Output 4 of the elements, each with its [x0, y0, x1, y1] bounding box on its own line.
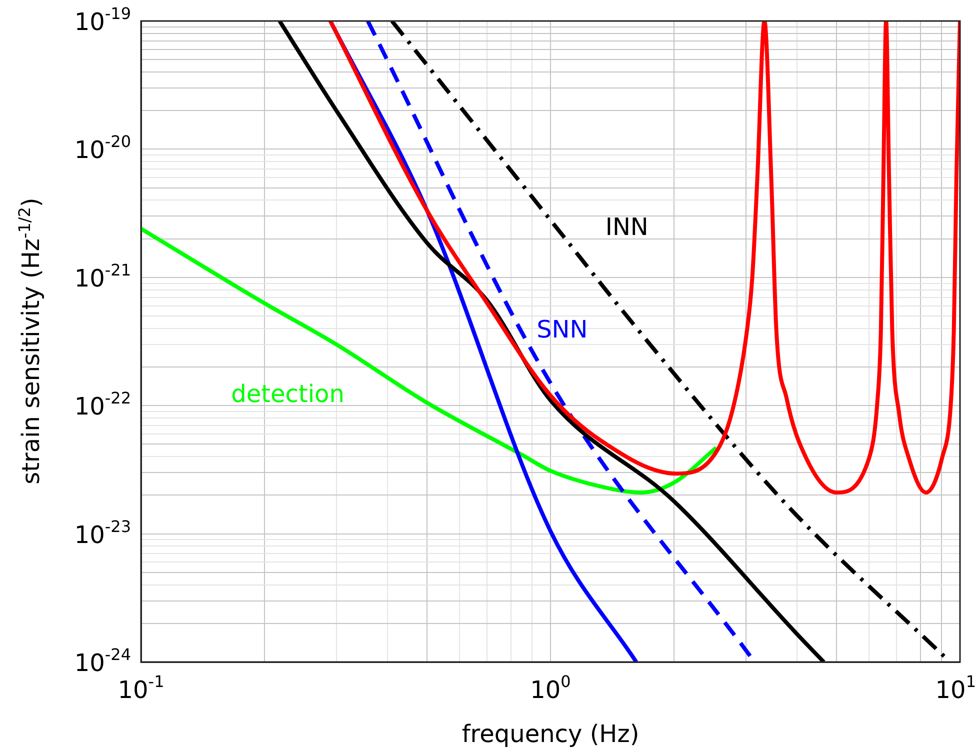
x-axis-title: frequency (Hz)	[462, 720, 640, 748]
series-label: detection	[231, 380, 344, 408]
series-label: SNN	[536, 315, 588, 344]
series-label: INN	[605, 212, 648, 241]
